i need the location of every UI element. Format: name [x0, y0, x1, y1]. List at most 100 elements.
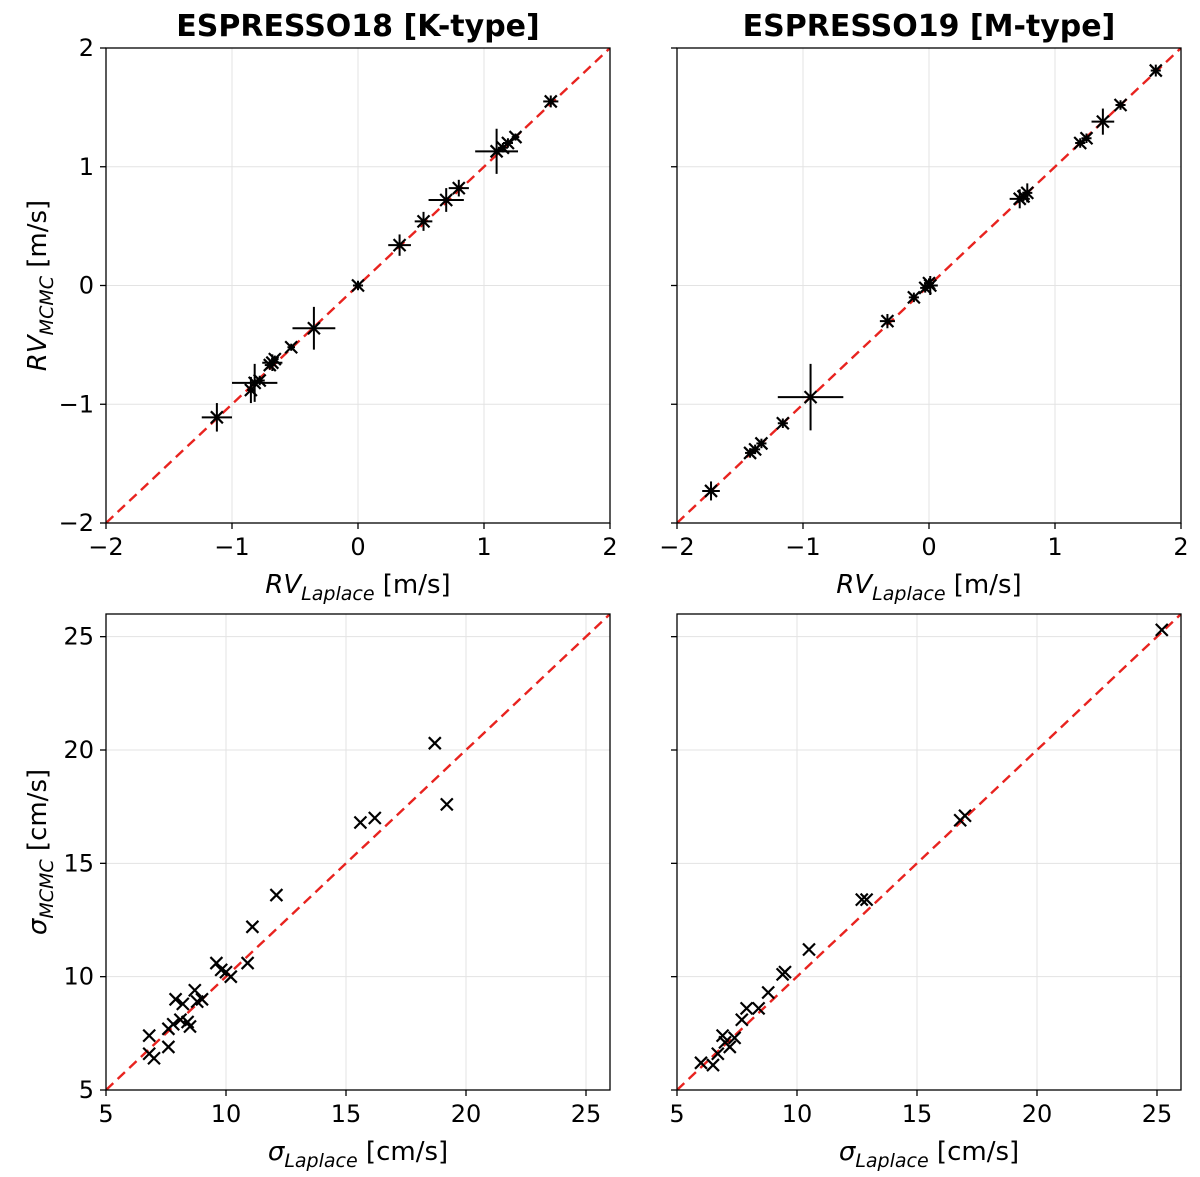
x-tick-label: 2 — [602, 533, 617, 561]
x-marker — [704, 484, 718, 498]
x-marker — [1020, 186, 1035, 200]
data-point — [188, 983, 202, 998]
x-marker — [161, 1040, 176, 1054]
data-point — [855, 892, 869, 907]
data-point — [292, 306, 336, 350]
x-marker — [452, 181, 466, 195]
x-axis-label-base: σ — [839, 1137, 857, 1167]
data-point — [958, 808, 972, 823]
data-point — [428, 736, 442, 750]
x-tick-label: 1 — [1047, 533, 1062, 561]
x-marker — [501, 136, 515, 150]
x-tick-label: −2 — [659, 533, 694, 561]
data-point — [778, 965, 792, 979]
x-marker — [351, 278, 365, 293]
x-marker — [1149, 63, 1163, 78]
y-tick-label: 0 — [79, 272, 94, 300]
x-tick-label: −2 — [88, 533, 123, 561]
x-marker — [439, 193, 453, 207]
x-marker — [166, 1017, 180, 1032]
x-axis-label-base: RV — [836, 570, 874, 600]
reference-line — [106, 614, 610, 1090]
x-marker — [776, 416, 790, 431]
x-axis-label: RVLaplace [m/s] — [265, 570, 450, 605]
x-marker — [245, 920, 260, 934]
data-point — [268, 352, 282, 366]
x-tick-label: −1 — [214, 533, 249, 561]
data-point — [368, 811, 382, 825]
x-marker — [739, 1001, 754, 1016]
x-marker — [240, 956, 255, 970]
x-tick-label: 10 — [211, 1100, 242, 1128]
data-point — [1020, 183, 1035, 203]
x-marker — [754, 436, 769, 451]
y-tick-label: 10 — [63, 963, 94, 991]
x-tick-label: 25 — [1142, 1100, 1173, 1128]
y-axis-label-unit: [cm/s] — [23, 769, 53, 859]
data-point — [694, 1056, 708, 1070]
data-point — [711, 1046, 725, 1061]
x-marker — [224, 969, 238, 984]
data-point — [232, 363, 278, 402]
x-marker — [723, 1040, 737, 1054]
data-point — [166, 1017, 180, 1032]
x-marker — [508, 130, 523, 144]
x-axis-label: σLaplace [cm/s] — [839, 1137, 1019, 1172]
data-point — [879, 314, 895, 329]
y-tick-label: 25 — [63, 623, 94, 651]
x-marker — [440, 797, 454, 812]
x-axis-label: σLaplace [cm/s] — [268, 1137, 448, 1172]
x-marker — [284, 340, 298, 355]
x-marker — [353, 815, 368, 830]
data-point — [284, 340, 298, 355]
x-tick-label: 5 — [98, 1100, 113, 1128]
x-marker — [735, 1012, 749, 1027]
data-point — [777, 363, 844, 431]
x-axis-label-subscript: Laplace — [284, 1150, 357, 1172]
x-marker — [544, 94, 558, 109]
x-marker — [711, 1046, 725, 1061]
data-point — [1149, 63, 1163, 78]
x-marker — [1155, 623, 1169, 637]
x-axis-label-subscript: Laplace — [301, 583, 374, 605]
x-tick-label: 10 — [782, 1100, 813, 1128]
y-tick-label: 2 — [79, 34, 94, 62]
y-tick-label: −2 — [59, 509, 94, 537]
data-point — [706, 1058, 720, 1072]
x-marker — [727, 1031, 742, 1045]
data-point — [168, 992, 183, 1007]
y-axis-label-unit: [m/s] — [23, 200, 53, 276]
x-tick-label: −1 — [785, 533, 820, 561]
x-marker — [1079, 131, 1094, 146]
x-marker — [907, 290, 921, 305]
data-point — [353, 815, 368, 830]
x-marker — [880, 314, 895, 328]
x-marker — [751, 1001, 766, 1016]
data-point — [754, 436, 769, 451]
panel-title: ESPRESSO18 [K-type] — [176, 9, 539, 44]
data-point — [176, 997, 190, 1011]
data-point — [761, 985, 775, 1000]
x-axis-label-unit: [cm/s] — [358, 1137, 448, 1167]
x-marker — [803, 390, 818, 404]
x-axis-label-unit: [m/s] — [946, 570, 1022, 600]
x-axis-label-unit: [m/s] — [375, 570, 451, 600]
x-marker — [183, 1019, 197, 1034]
x-tick-label: 25 — [571, 1100, 602, 1128]
y-axis-label-subscript: MCMC — [36, 275, 58, 335]
x-marker — [778, 965, 792, 979]
data-point — [245, 920, 260, 934]
data-point — [252, 373, 267, 388]
x-tick-label: 0 — [350, 533, 365, 561]
x-marker — [392, 238, 407, 252]
data-point — [440, 797, 454, 812]
x-marker — [428, 736, 442, 750]
reference-line — [677, 614, 1181, 1090]
x-marker — [923, 278, 938, 293]
x-marker — [268, 352, 282, 366]
data-point — [735, 1012, 749, 1027]
data-point — [224, 969, 238, 984]
data-point — [907, 290, 921, 305]
